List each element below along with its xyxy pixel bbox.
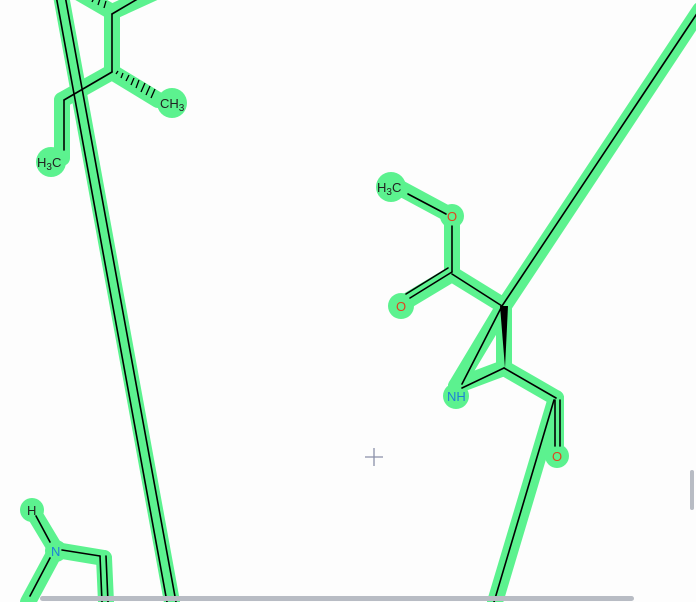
vertical-scrollbar[interactable] [690,470,694,510]
atom-nh: NH [447,389,466,404]
atom-h-bottom: H [27,503,36,518]
hash-bond [115,70,156,99]
atom-n-bottom: N [51,544,60,559]
atom-h3c-ester: H3C [377,180,401,198]
crosshair-icon [365,448,383,466]
atom-ch3-top: CH3 [160,96,185,114]
atom-highlight-circles [20,88,569,562]
highlight-layer [20,0,696,602]
atom-o-carbonyl-left: O [396,299,406,314]
wedge-bond [500,306,508,368]
hash-bond-top [91,0,107,9]
atom-h3c-left: H3C [37,155,61,173]
bond-layer [29,0,696,602]
stereo-bonds [91,0,508,368]
horizontal-scrollbar[interactable] [40,596,634,601]
atom-o-ester: O [447,209,457,224]
atom-o-carbonyl-right: O [552,449,562,464]
